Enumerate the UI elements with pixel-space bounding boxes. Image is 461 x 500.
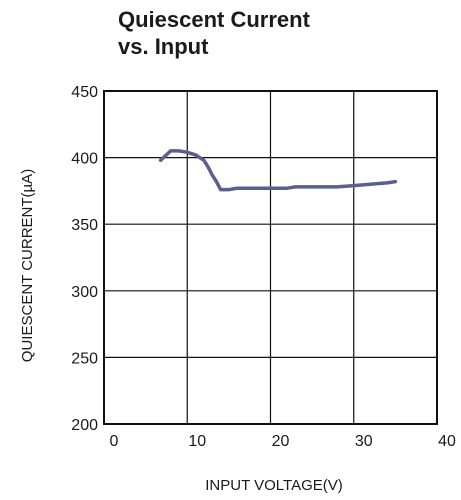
y-tick-label-350: 350 — [71, 217, 98, 234]
y-tick-labels: 200 250 300 350 400 450 — [71, 84, 98, 434]
y-tick-label-200: 200 — [71, 417, 98, 434]
x-axis-label: INPUT VOLTAGE(V) — [205, 477, 343, 494]
series-line-0 — [158, 149, 398, 192]
y-tick-label-450: 450 — [71, 84, 98, 101]
x-tick-labels: 0 10 20 30 40 — [110, 433, 456, 450]
y-tick-label-300: 300 — [71, 284, 98, 301]
chart-title: Quiescent Current vs. Input — [118, 6, 418, 60]
chart-title-line-1: Quiescent Current — [118, 7, 310, 32]
series-layer — [158, 149, 398, 192]
x-tick-label-10: 10 — [188, 433, 206, 450]
y-axis-label: QUIESCENT CURRENT(µA) — [19, 169, 36, 362]
grid — [104, 91, 437, 424]
y-tick-label-400: 400 — [71, 151, 98, 168]
x-tick-label-0: 0 — [110, 433, 119, 450]
chart-title-line-2: vs. Input — [118, 34, 209, 59]
y-tick-label-250: 250 — [71, 350, 98, 367]
x-tick-label-30: 30 — [355, 433, 373, 450]
x-tick-label-40: 40 — [438, 433, 456, 450]
x-tick-label-20: 20 — [272, 433, 290, 450]
plot-frame — [103, 90, 438, 425]
